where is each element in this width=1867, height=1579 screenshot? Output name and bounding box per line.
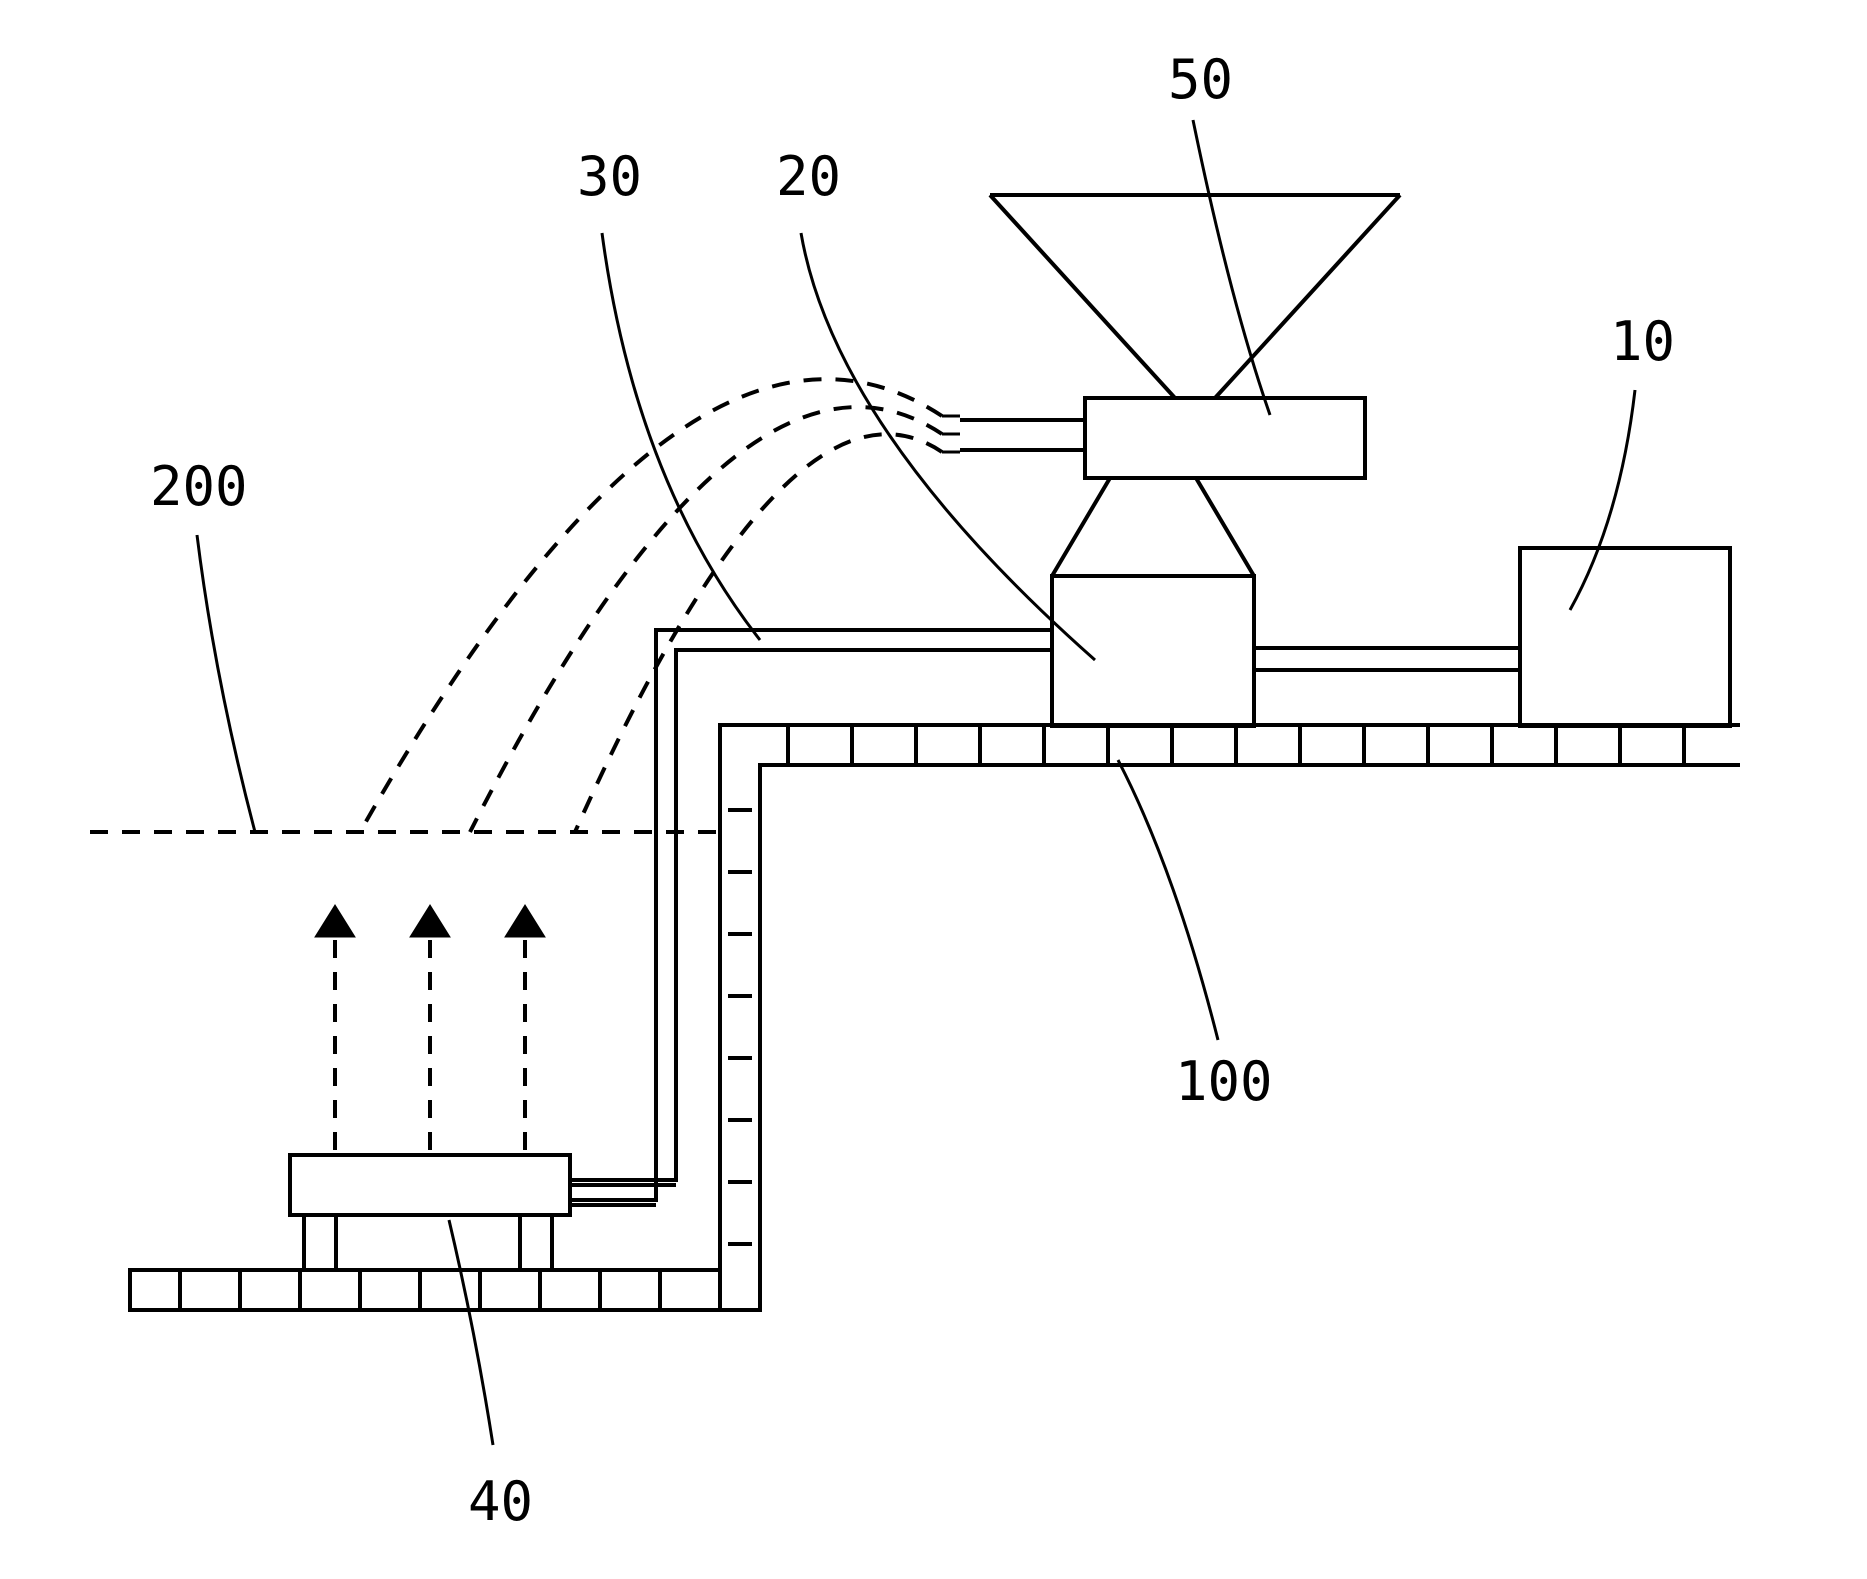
spray-trajectory xyxy=(470,407,942,832)
label-ref40: 40 xyxy=(468,1470,533,1533)
spray-base xyxy=(1052,576,1254,726)
arrow-head-icon xyxy=(315,905,355,937)
leader-ref50 xyxy=(1193,120,1270,415)
label-ref30: 30 xyxy=(577,145,642,208)
label-ref20: 20 xyxy=(776,145,841,208)
motor-box xyxy=(1520,548,1730,726)
leader-ref100 xyxy=(1118,760,1218,1040)
hopper xyxy=(990,195,1400,398)
spray-midbox xyxy=(1085,398,1365,478)
arrow-head-icon xyxy=(505,905,545,937)
leader-ref200 xyxy=(197,535,255,832)
arrow-head-icon xyxy=(410,905,450,937)
leader-ref40 xyxy=(449,1220,493,1445)
label-ref10: 10 xyxy=(1610,310,1675,373)
aerator-box xyxy=(290,1155,570,1215)
leader-ref10 xyxy=(1570,390,1635,610)
pipe-outer xyxy=(570,630,1052,1200)
leader-ref30 xyxy=(602,233,760,640)
label-ref50: 50 xyxy=(1168,48,1233,111)
label-ref200: 200 xyxy=(150,455,248,518)
label-ref100: 100 xyxy=(1175,1050,1273,1113)
patent-diagram: 10 20 30 40 50 100 200 xyxy=(0,0,1867,1579)
